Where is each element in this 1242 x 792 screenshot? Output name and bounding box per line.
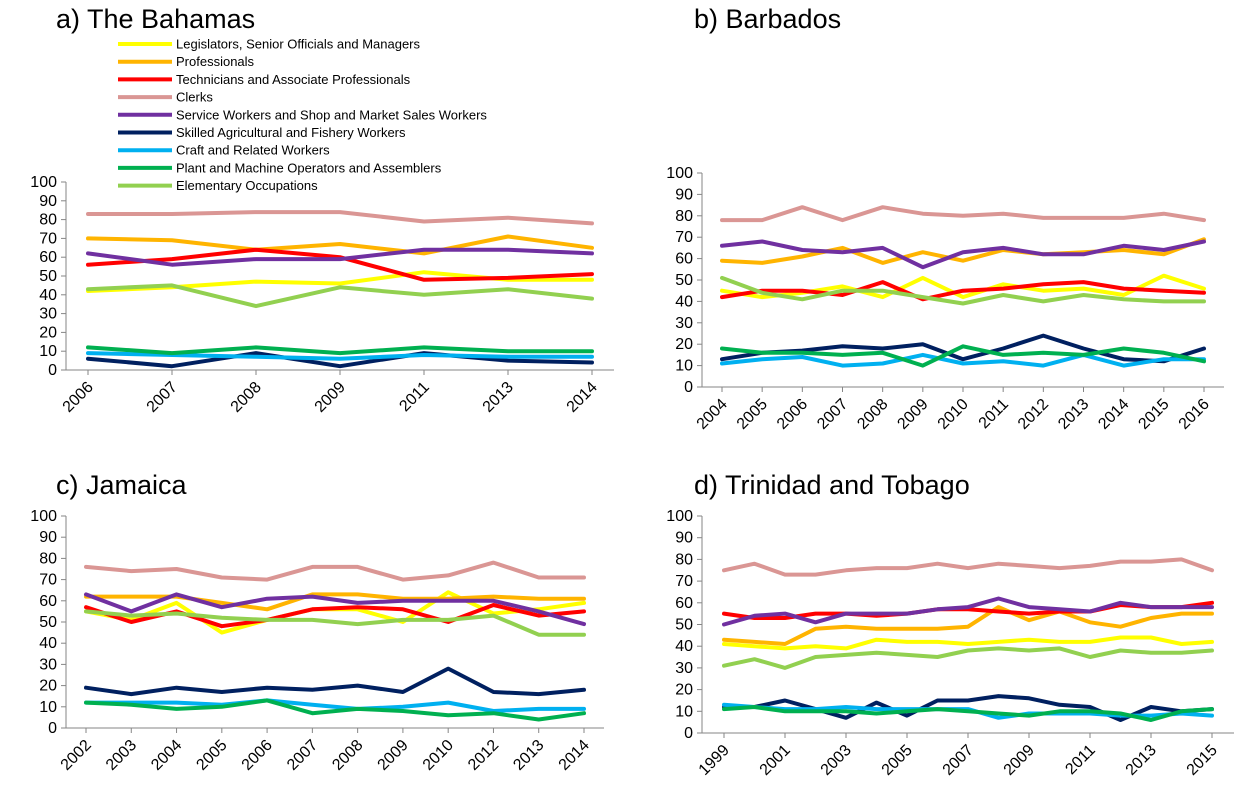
y-tick-label: 0 xyxy=(684,725,693,742)
y-tick-label: 90 xyxy=(675,530,693,547)
y-tick-label: 10 xyxy=(675,358,693,375)
series-line-7 xyxy=(722,705,1214,722)
series-line-7 xyxy=(720,344,1206,368)
y-tick-label: 80 xyxy=(39,550,57,567)
legend-item: Craft and Related Workers xyxy=(118,143,330,158)
series-line-2 xyxy=(720,280,1206,302)
legend-label: Craft and Related Workers xyxy=(176,143,330,158)
y-tick-label: 100 xyxy=(666,165,693,182)
y-tick-label: 40 xyxy=(39,287,57,304)
legend-item: Service Workers and Shop and Market Sale… xyxy=(118,107,487,122)
series-line-8 xyxy=(86,283,594,309)
y-tick-label: 50 xyxy=(39,614,57,631)
legend-label: Skilled Agricultural and Fishery Workers xyxy=(176,125,406,140)
y-tick-label: 50 xyxy=(39,268,57,285)
y-tick-label: 50 xyxy=(675,617,693,634)
y-tick-label: 50 xyxy=(675,272,693,289)
y-tick-label: 70 xyxy=(39,572,57,589)
legend-label: Plant and Machine Operators and Assemble… xyxy=(176,160,442,175)
y-tick-label: 100 xyxy=(666,508,693,525)
y-tick-label: 0 xyxy=(48,720,57,737)
y-tick-label: 30 xyxy=(39,656,57,673)
legend-item: Technicians and Associate Professionals xyxy=(118,72,411,87)
y-tick-label: 70 xyxy=(675,573,693,590)
series-line-4 xyxy=(86,247,594,267)
series-line-5 xyxy=(86,351,594,369)
series-line-3 xyxy=(722,557,1214,577)
series-line-6 xyxy=(720,352,1206,368)
y-tick-label: 0 xyxy=(684,379,693,396)
series-line-1 xyxy=(722,605,1214,646)
y-tick-label: 40 xyxy=(675,293,693,310)
series-line-0 xyxy=(720,273,1206,300)
y-tick-label: 70 xyxy=(39,230,57,247)
y-tick-label: 80 xyxy=(675,208,693,225)
legend-item: Professionals xyxy=(118,54,255,69)
y-tick-label: 80 xyxy=(675,551,693,568)
y-tick-label: 30 xyxy=(675,660,693,677)
series-line-8 xyxy=(84,609,586,637)
y-tick-label: 10 xyxy=(675,703,693,720)
y-tick-label: 90 xyxy=(39,529,57,546)
y-tick-label: 30 xyxy=(675,315,693,332)
panel-title: c) Jamaica xyxy=(56,470,188,500)
legend-label: Clerks xyxy=(176,90,213,105)
series-line-1 xyxy=(720,237,1206,265)
y-tick-label: 60 xyxy=(39,593,57,610)
legend-item: Legislators, Senior Officials and Manage… xyxy=(118,37,420,52)
y-tick-label: 80 xyxy=(39,212,57,229)
series-line-0 xyxy=(722,635,1214,651)
panel-title: b) Barbados xyxy=(694,4,841,34)
y-tick-label: 20 xyxy=(675,682,693,699)
y-tick-label: 20 xyxy=(675,336,693,353)
series-line-3 xyxy=(720,205,1206,223)
y-tick-label: 90 xyxy=(675,186,693,203)
y-tick-label: 20 xyxy=(39,324,57,341)
legend-label: Service Workers and Shop and Market Sale… xyxy=(176,107,487,122)
legend-label: Elementary Occupations xyxy=(176,178,318,193)
y-tick-label: 60 xyxy=(675,595,693,612)
y-tick-label: 90 xyxy=(39,193,57,210)
series-line-6 xyxy=(84,698,586,713)
y-tick-label: 10 xyxy=(39,699,57,716)
series-line-7 xyxy=(86,345,594,356)
y-tick-label: 100 xyxy=(30,508,57,525)
y-tick-label: 20 xyxy=(39,678,57,695)
legend-label: Professionals xyxy=(176,54,255,69)
y-tick-label: 30 xyxy=(39,306,57,323)
series-line-5 xyxy=(84,666,586,697)
y-tick-label: 60 xyxy=(675,251,693,268)
series-line-3 xyxy=(84,560,586,582)
legend-item: Skilled Agricultural and Fishery Workers xyxy=(118,125,406,140)
legend-item: Clerks xyxy=(118,90,213,105)
series-line-4 xyxy=(84,592,586,627)
y-tick-label: 70 xyxy=(675,229,693,246)
series-line-4 xyxy=(722,596,1214,627)
legend-label: Technicians and Associate Professionals xyxy=(176,72,411,87)
series-line-3 xyxy=(86,210,594,226)
legend: Legislators, Senior Officials and Manage… xyxy=(118,37,487,193)
y-tick-label: 60 xyxy=(39,249,57,266)
series-line-1 xyxy=(86,234,594,256)
y-tick-label: 40 xyxy=(39,635,57,652)
series-line-5 xyxy=(720,333,1206,364)
series-line-8 xyxy=(722,646,1214,670)
legend-item: Elementary Occupations xyxy=(118,178,318,193)
y-tick-label: 40 xyxy=(675,638,693,655)
y-tick-label: 0 xyxy=(48,362,57,379)
legend-label: Legislators, Senior Officials and Manage… xyxy=(176,37,420,52)
series-line-4 xyxy=(720,239,1206,270)
panel-title: a) The Bahamas xyxy=(56,4,255,34)
series-line-7 xyxy=(84,698,586,722)
panel-title: d) Trinidad and Tobago xyxy=(694,470,970,500)
y-tick-label: 100 xyxy=(30,174,57,191)
series-line-8 xyxy=(720,275,1206,306)
legend-item: Plant and Machine Operators and Assemble… xyxy=(118,160,442,175)
y-tick-label: 10 xyxy=(39,343,57,360)
